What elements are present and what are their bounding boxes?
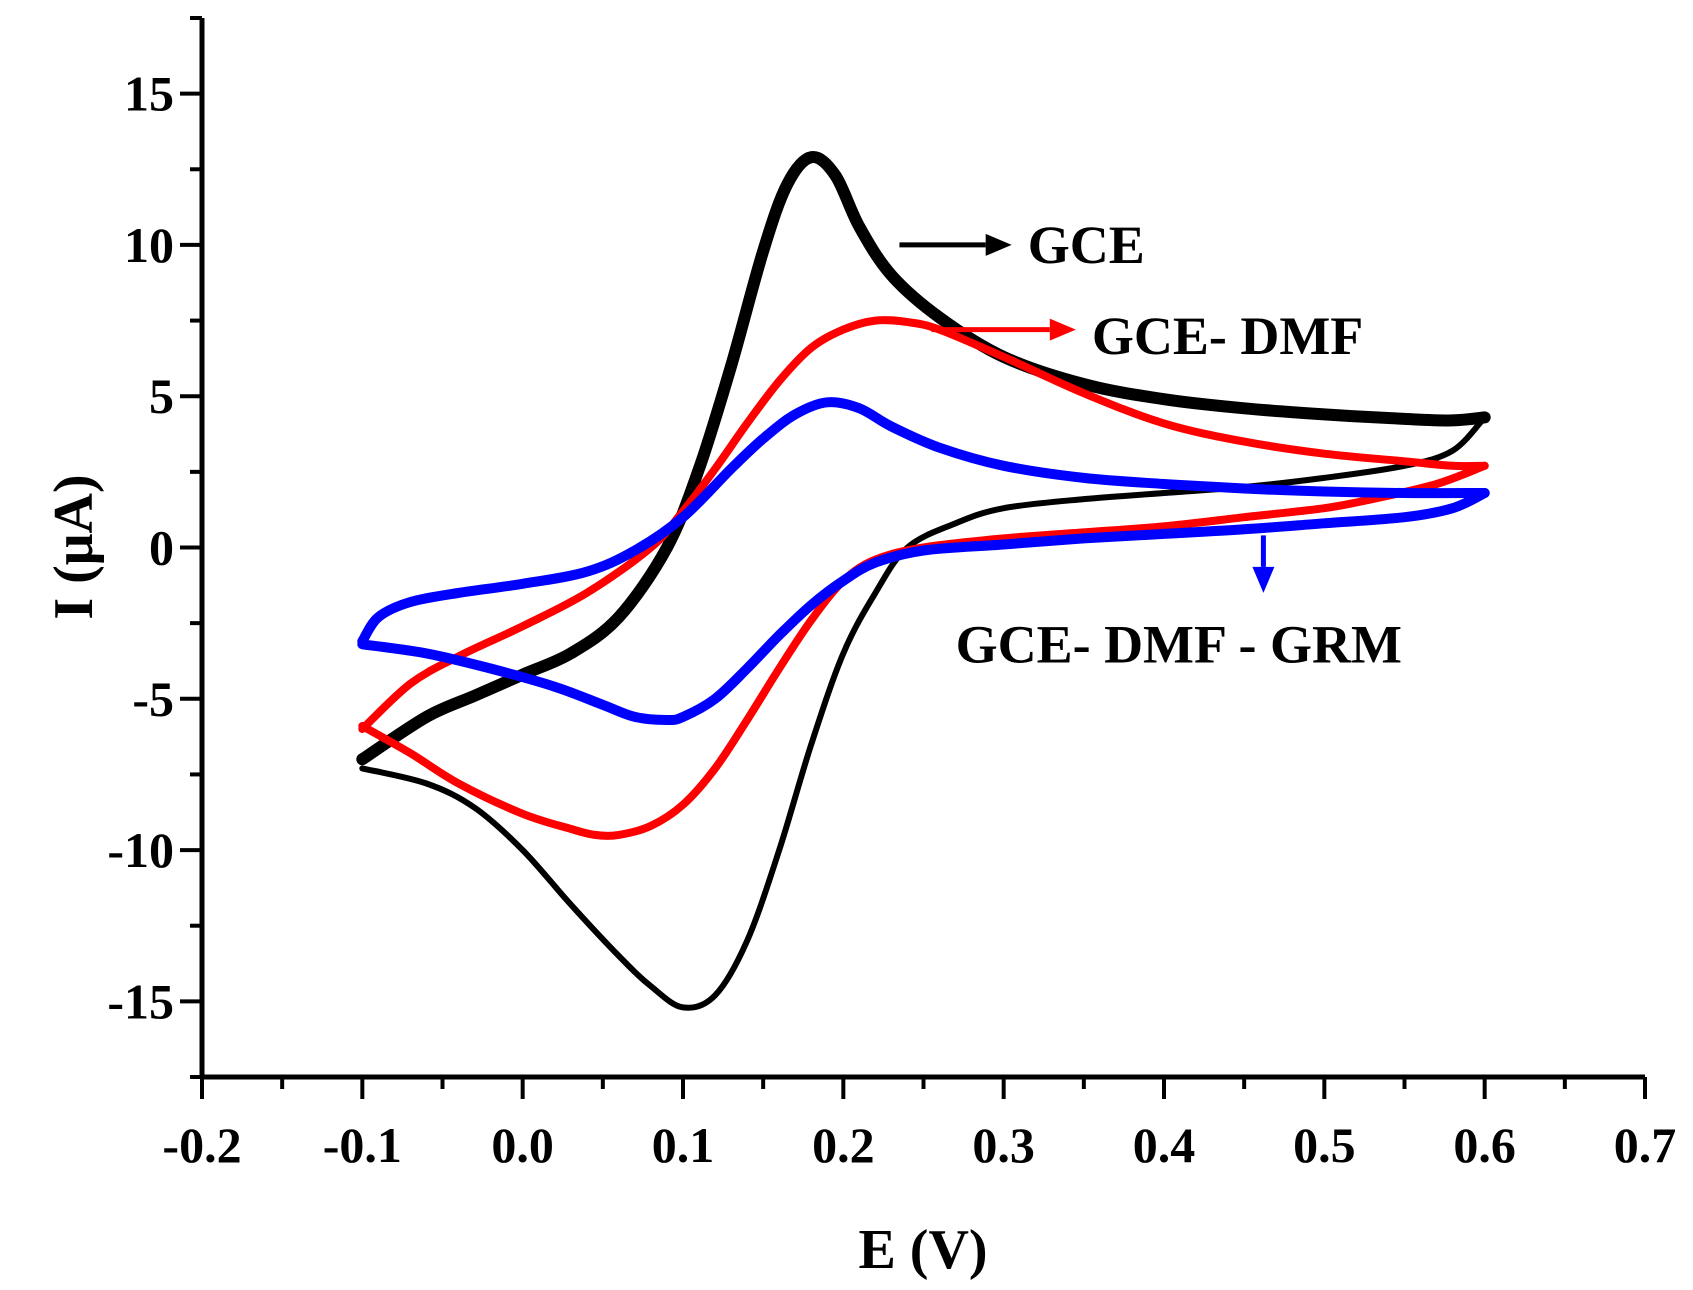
x-ticks: -0.2 -0.1 0.0 0.1 0.2 0.3 0.4 0.5 0.6 0.7	[162, 1077, 1676, 1173]
y-tick-label: -5	[132, 671, 174, 727]
x-tick-label: 0.6	[1453, 1117, 1516, 1173]
y-tick-label: 15	[124, 66, 174, 122]
series-gce-dmf-anodic-line	[358, 316, 1489, 733]
x-tick-label: 0.3	[972, 1117, 1035, 1173]
y-tick-label: -10	[107, 822, 174, 878]
series-gce-dmf-grm-cathodic-line	[357, 488, 1490, 726]
annotations: GCE GCE- DMF GCE- DMF - GRM	[899, 215, 1402, 674]
series-gce-dmf-cathodic-line	[358, 461, 1489, 840]
x-tick-label: -0.2	[162, 1117, 241, 1173]
annotation-label: GCE	[1028, 215, 1145, 275]
series-gce-dmf-grm-anodic-line	[357, 397, 1490, 647]
y-tick-label: 10	[124, 217, 174, 273]
x-axis-title: E (V)	[858, 1219, 987, 1281]
y-tick-label: 0	[149, 520, 174, 576]
y-tick-label: 5	[149, 368, 174, 424]
plot-area	[356, 151, 1491, 1011]
y-tick-label: -15	[107, 973, 174, 1029]
x-tick-label: 0.2	[812, 1117, 875, 1173]
y-axis-title: I (μA)	[43, 474, 105, 619]
x-tick-label: 0.7	[1614, 1117, 1677, 1173]
x-tick-label: 0.4	[1133, 1117, 1196, 1173]
x-tick-label: -0.1	[323, 1117, 402, 1173]
y-ticks: -15 -10 -5 0 5 10 15	[107, 16, 202, 1079]
annotation-label: GCE- DMF	[1092, 306, 1363, 366]
annotation-arrow-head	[1252, 566, 1275, 593]
x-tick-label: 0.0	[491, 1117, 554, 1173]
series-gce-anodic-line	[356, 151, 1491, 766]
x-tick-label: 0.1	[652, 1117, 715, 1173]
x-tick-label: 0.5	[1293, 1117, 1356, 1173]
annotation-arrow-head	[1049, 318, 1076, 341]
annotation-arrow-head	[985, 233, 1012, 256]
annotation-label: GCE- DMF - GRM	[956, 614, 1402, 674]
